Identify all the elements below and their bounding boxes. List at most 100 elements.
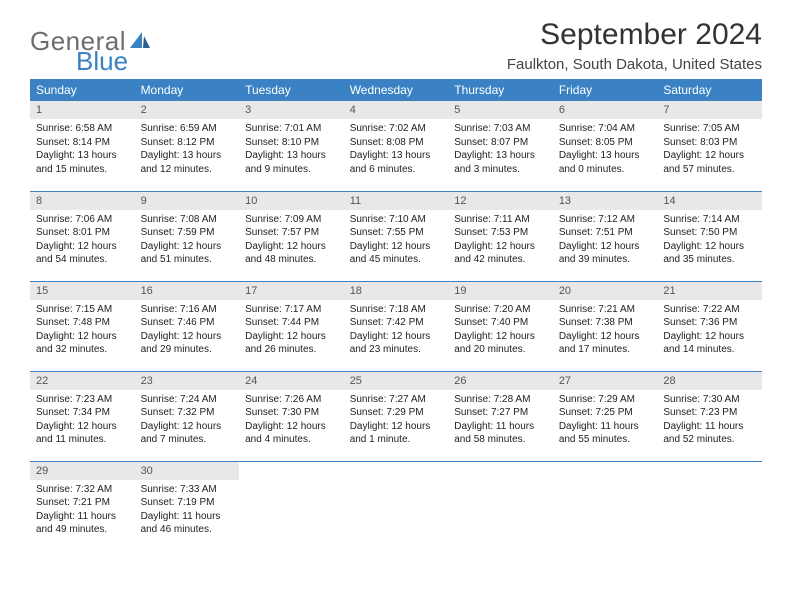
sunrise-line: Sunrise: 7:26 AM	[245, 393, 338, 407]
day-details: Sunrise: 7:33 AMSunset: 7:19 PMDaylight:…	[135, 480, 240, 543]
day-details: Sunrise: 7:10 AMSunset: 7:55 PMDaylight:…	[344, 210, 449, 273]
daylight-line: Daylight: 12 hours and 35 minutes.	[663, 240, 756, 267]
sunrise-line: Sunrise: 7:04 AM	[559, 122, 652, 136]
calendar-cell: 28 Sunrise: 7:30 AMSunset: 7:23 PMDayligh…	[657, 371, 762, 461]
weekday-header: Sunday	[30, 79, 135, 101]
daylight-line: Daylight: 12 hours and 14 minutes.	[663, 330, 756, 357]
logo: General Blue	[30, 18, 150, 57]
sunrise-line: Sunrise: 7:12 AM	[559, 213, 652, 227]
calendar-cell: 27Sunrise: 7:29 AMSunset: 7:25 PMDayligh…	[553, 371, 658, 461]
sunset-line: Sunset: 8:03 PM	[663, 136, 756, 150]
daylight-line: Daylight: 12 hours and 7 minutes.	[141, 420, 234, 447]
sunset-line: Sunset: 7:51 PM	[559, 226, 652, 240]
daylight-line: Daylight: 11 hours and 46 minutes.	[141, 510, 234, 537]
daylight-line: Daylight: 12 hours and 45 minutes.	[350, 240, 443, 267]
weekday-header: Wednesday	[344, 79, 449, 101]
sunset-line: Sunset: 7:32 PM	[141, 406, 234, 420]
weekday-header: Saturday	[657, 79, 762, 101]
calendar-cell: 24Sunrise: 7:26 AMSunset: 7:30 PMDayligh…	[239, 371, 344, 461]
day-number: 25	[344, 372, 449, 390]
day-number: 3	[239, 101, 344, 119]
day-number: 17	[239, 282, 344, 300]
daylight-line: Daylight: 11 hours and 55 minutes.	[559, 420, 652, 447]
sunset-line: Sunset: 7:48 PM	[36, 316, 129, 330]
sunset-line: Sunset: 7:36 PM	[663, 316, 756, 330]
daylight-line: Daylight: 11 hours and 52 minutes.	[663, 420, 756, 447]
sunrise-line: Sunrise: 7:28 AM	[454, 393, 547, 407]
calendar-cell: 14Sunrise: 7:14 AMSunset: 7:50 PMDayligh…	[657, 191, 762, 281]
day-number: 19	[448, 282, 553, 300]
calendar-cell: 1Sunrise: 6:58 AMSunset: 8:14 PMDaylight…	[30, 101, 135, 191]
day-details: Sunrise: 7:28 AMSunset: 7:27 PMDaylight:…	[448, 390, 553, 453]
day-number: 7	[657, 101, 762, 119]
day-number: 6	[553, 101, 658, 119]
calendar-cell	[239, 461, 344, 551]
daylight-line: Daylight: 12 hours and 54 minutes.	[36, 240, 129, 267]
sunset-line: Sunset: 7:21 PM	[36, 496, 129, 510]
day-number: 21	[657, 282, 762, 300]
daylight-line: Daylight: 12 hours and 1 minute.	[350, 420, 443, 447]
sunset-line: Sunset: 8:05 PM	[559, 136, 652, 150]
sunrise-line: Sunrise: 7:24 AM	[141, 393, 234, 407]
sunrise-line: Sunrise: 7:22 AM	[663, 303, 756, 317]
calendar-cell: 4Sunrise: 7:02 AMSunset: 8:08 PMDaylight…	[344, 101, 449, 191]
calendar-cell: 5Sunrise: 7:03 AMSunset: 8:07 PMDaylight…	[448, 101, 553, 191]
day-details: Sunrise: 7:03 AMSunset: 8:07 PMDaylight:…	[448, 119, 553, 182]
day-number: 18	[344, 282, 449, 300]
sunset-line: Sunset: 7:42 PM	[350, 316, 443, 330]
calendar-cell	[657, 461, 762, 551]
sunrise-line: Sunrise: 7:11 AM	[454, 213, 547, 227]
weekday-header: Friday	[553, 79, 658, 101]
sunrise-line: Sunrise: 7:20 AM	[454, 303, 547, 317]
sunset-line: Sunset: 7:23 PM	[663, 406, 756, 420]
calendar-page: General Blue September 2024 Faulkton, So…	[0, 0, 792, 551]
day-number: 20	[553, 282, 658, 300]
daylight-line: Daylight: 11 hours and 58 minutes.	[454, 420, 547, 447]
day-details: Sunrise: 7:32 AMSunset: 7:21 PMDaylight:…	[30, 480, 135, 543]
sunrise-line: Sunrise: 7:16 AM	[141, 303, 234, 317]
calendar-cell: 9Sunrise: 7:08 AMSunset: 7:59 PMDaylight…	[135, 191, 240, 281]
daylight-line: Daylight: 12 hours and 51 minutes.	[141, 240, 234, 267]
sunrise-line: Sunrise: 7:32 AM	[36, 483, 129, 497]
day-number: 2	[135, 101, 240, 119]
sunrise-line: Sunrise: 7:02 AM	[350, 122, 443, 136]
logo-text-2: Blue	[76, 46, 128, 77]
daylight-line: Daylight: 13 hours and 0 minutes.	[559, 149, 652, 176]
sunset-line: Sunset: 8:12 PM	[141, 136, 234, 150]
sunrise-line: Sunrise: 7:30 AM	[663, 393, 756, 407]
calendar-cell	[448, 461, 553, 551]
calendar-cell: 8Sunrise: 7:06 AMSunset: 8:01 PMDaylight…	[30, 191, 135, 281]
calendar-cell: 13Sunrise: 7:12 AMSunset: 7:51 PMDayligh…	[553, 191, 658, 281]
month-title: September 2024	[507, 18, 762, 52]
location: Faulkton, South Dakota, United States	[507, 56, 762, 73]
daylight-line: Daylight: 12 hours and 17 minutes.	[559, 330, 652, 357]
sunset-line: Sunset: 7:46 PM	[141, 316, 234, 330]
day-details: Sunrise: 6:59 AMSunset: 8:12 PMDaylight:…	[135, 119, 240, 182]
day-number: 28	[657, 372, 762, 390]
daylight-line: Daylight: 12 hours and 32 minutes.	[36, 330, 129, 357]
calendar-cell: 16Sunrise: 7:16 AMSunset: 7:46 PMDayligh…	[135, 281, 240, 371]
calendar-cell: 3Sunrise: 7:01 AMSunset: 8:10 PMDaylight…	[239, 101, 344, 191]
day-details: Sunrise: 6:58 AMSunset: 8:14 PMDaylight:…	[30, 119, 135, 182]
day-number: 27	[553, 372, 658, 390]
weekday-header: Tuesday	[239, 79, 344, 101]
daylight-line: Daylight: 13 hours and 12 minutes.	[141, 149, 234, 176]
sunrise-line: Sunrise: 7:18 AM	[350, 303, 443, 317]
sunrise-line: Sunrise: 6:59 AM	[141, 122, 234, 136]
title-block: September 2024 Faulkton, South Dakota, U…	[507, 18, 762, 73]
day-details: Sunrise: 7:27 AMSunset: 7:29 PMDaylight:…	[344, 390, 449, 453]
sunrise-line: Sunrise: 7:08 AM	[141, 213, 234, 227]
daylight-line: Daylight: 12 hours and 39 minutes.	[559, 240, 652, 267]
calendar-cell: 18Sunrise: 7:18 AMSunset: 7:42 PMDayligh…	[344, 281, 449, 371]
daylight-line: Daylight: 12 hours and 11 minutes.	[36, 420, 129, 447]
calendar-cell: 15Sunrise: 7:15 AMSunset: 7:48 PMDayligh…	[30, 281, 135, 371]
sunrise-line: Sunrise: 7:21 AM	[559, 303, 652, 317]
day-details: Sunrise: 7:17 AMSunset: 7:44 PMDaylight:…	[239, 300, 344, 363]
calendar-row: 15Sunrise: 7:15 AMSunset: 7:48 PMDayligh…	[30, 281, 762, 371]
calendar-row: 22Sunrise: 7:23 AMSunset: 7:34 PMDayligh…	[30, 371, 762, 461]
sunrise-line: Sunrise: 7:01 AM	[245, 122, 338, 136]
calendar-cell: 10Sunrise: 7:09 AMSunset: 7:57 PMDayligh…	[239, 191, 344, 281]
calendar-cell: 19Sunrise: 7:20 AMSunset: 7:40 PMDayligh…	[448, 281, 553, 371]
sunrise-line: Sunrise: 7:29 AM	[559, 393, 652, 407]
sunrise-line: Sunrise: 7:03 AM	[454, 122, 547, 136]
